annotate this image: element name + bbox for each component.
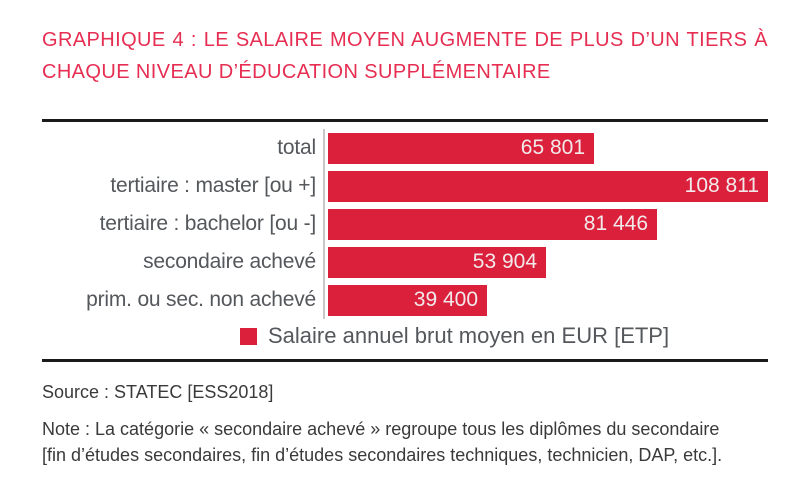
plot-cell: 39 400 xyxy=(323,281,768,319)
bar-value-label: 81 446 xyxy=(583,212,648,235)
bar: 65 801 xyxy=(328,132,594,164)
bar-value-label: 53 904 xyxy=(472,250,537,273)
plot-cell: 65 801 xyxy=(323,129,768,167)
note-text: Note : La catégorie « secondaire achevé … xyxy=(42,416,768,468)
source-text: Source : STATEC [ESS2018] xyxy=(42,382,274,402)
plot-cell: 81 446 xyxy=(323,205,768,243)
chart-title-line1: GRAPHIQUE 4 : LE SALAIRE MOYEN AUGMENTE … xyxy=(42,29,768,51)
bar-chart: total 65 801 tertiaire : master [ou +] 1… xyxy=(42,119,768,362)
figure-container: GRAPHIQUE 4 : LE SALAIRE MOYEN AUGMENTE … xyxy=(42,0,768,468)
plot-cell: 53 904 xyxy=(323,243,768,281)
chart-title-line2: CHAQUE NIVEAU D’ÉDUCATION SUPPLÉMENTAIRE xyxy=(42,61,551,83)
chart-legend: Salaire annuel brut moyen en EUR [ETP] xyxy=(42,322,768,350)
bar: 39 400 xyxy=(328,284,487,316)
chart-row: prim. ou sec. non achevé 39 400 xyxy=(42,281,768,319)
bar: 53 904 xyxy=(328,246,546,278)
bar-value-label: 39 400 xyxy=(413,288,478,311)
category-label: tertiaire : master [ou +] xyxy=(110,174,316,197)
bar: 81 446 xyxy=(328,208,657,240)
category-label: secondaire achevé xyxy=(143,250,316,273)
bar-value-label: 108 811 xyxy=(684,174,759,197)
legend-swatch-icon xyxy=(240,327,257,345)
chart-row: tertiaire : master [ou +] 108 811 xyxy=(42,167,768,205)
category-label: tertiaire : bachelor [ou -] xyxy=(99,212,317,235)
bar: 108 811 xyxy=(328,170,768,202)
plot-cell: 108 811 xyxy=(323,167,768,205)
chart-row: secondaire achevé 53 904 xyxy=(42,243,768,281)
bar-chart-rows: total 65 801 tertiaire : master [ou +] 1… xyxy=(42,129,768,319)
bar-value-label: 65 801 xyxy=(520,136,585,159)
category-label: total xyxy=(277,136,316,159)
legend-label: Salaire annuel brut moyen en EUR [ETP] xyxy=(268,323,670,348)
chart-row: total 65 801 xyxy=(42,129,768,167)
chart-title: GRAPHIQUE 4 : LE SALAIRE MOYEN AUGMENTE … xyxy=(42,24,768,88)
note-line2: [fin d’études secondaires, fin d’études … xyxy=(42,445,723,465)
chart-row: tertiaire : bachelor [ou -] 81 446 xyxy=(42,205,768,243)
category-label: prim. ou sec. non achevé xyxy=(86,288,316,311)
note-line1: Note : La catégorie « secondaire achevé … xyxy=(42,419,720,439)
